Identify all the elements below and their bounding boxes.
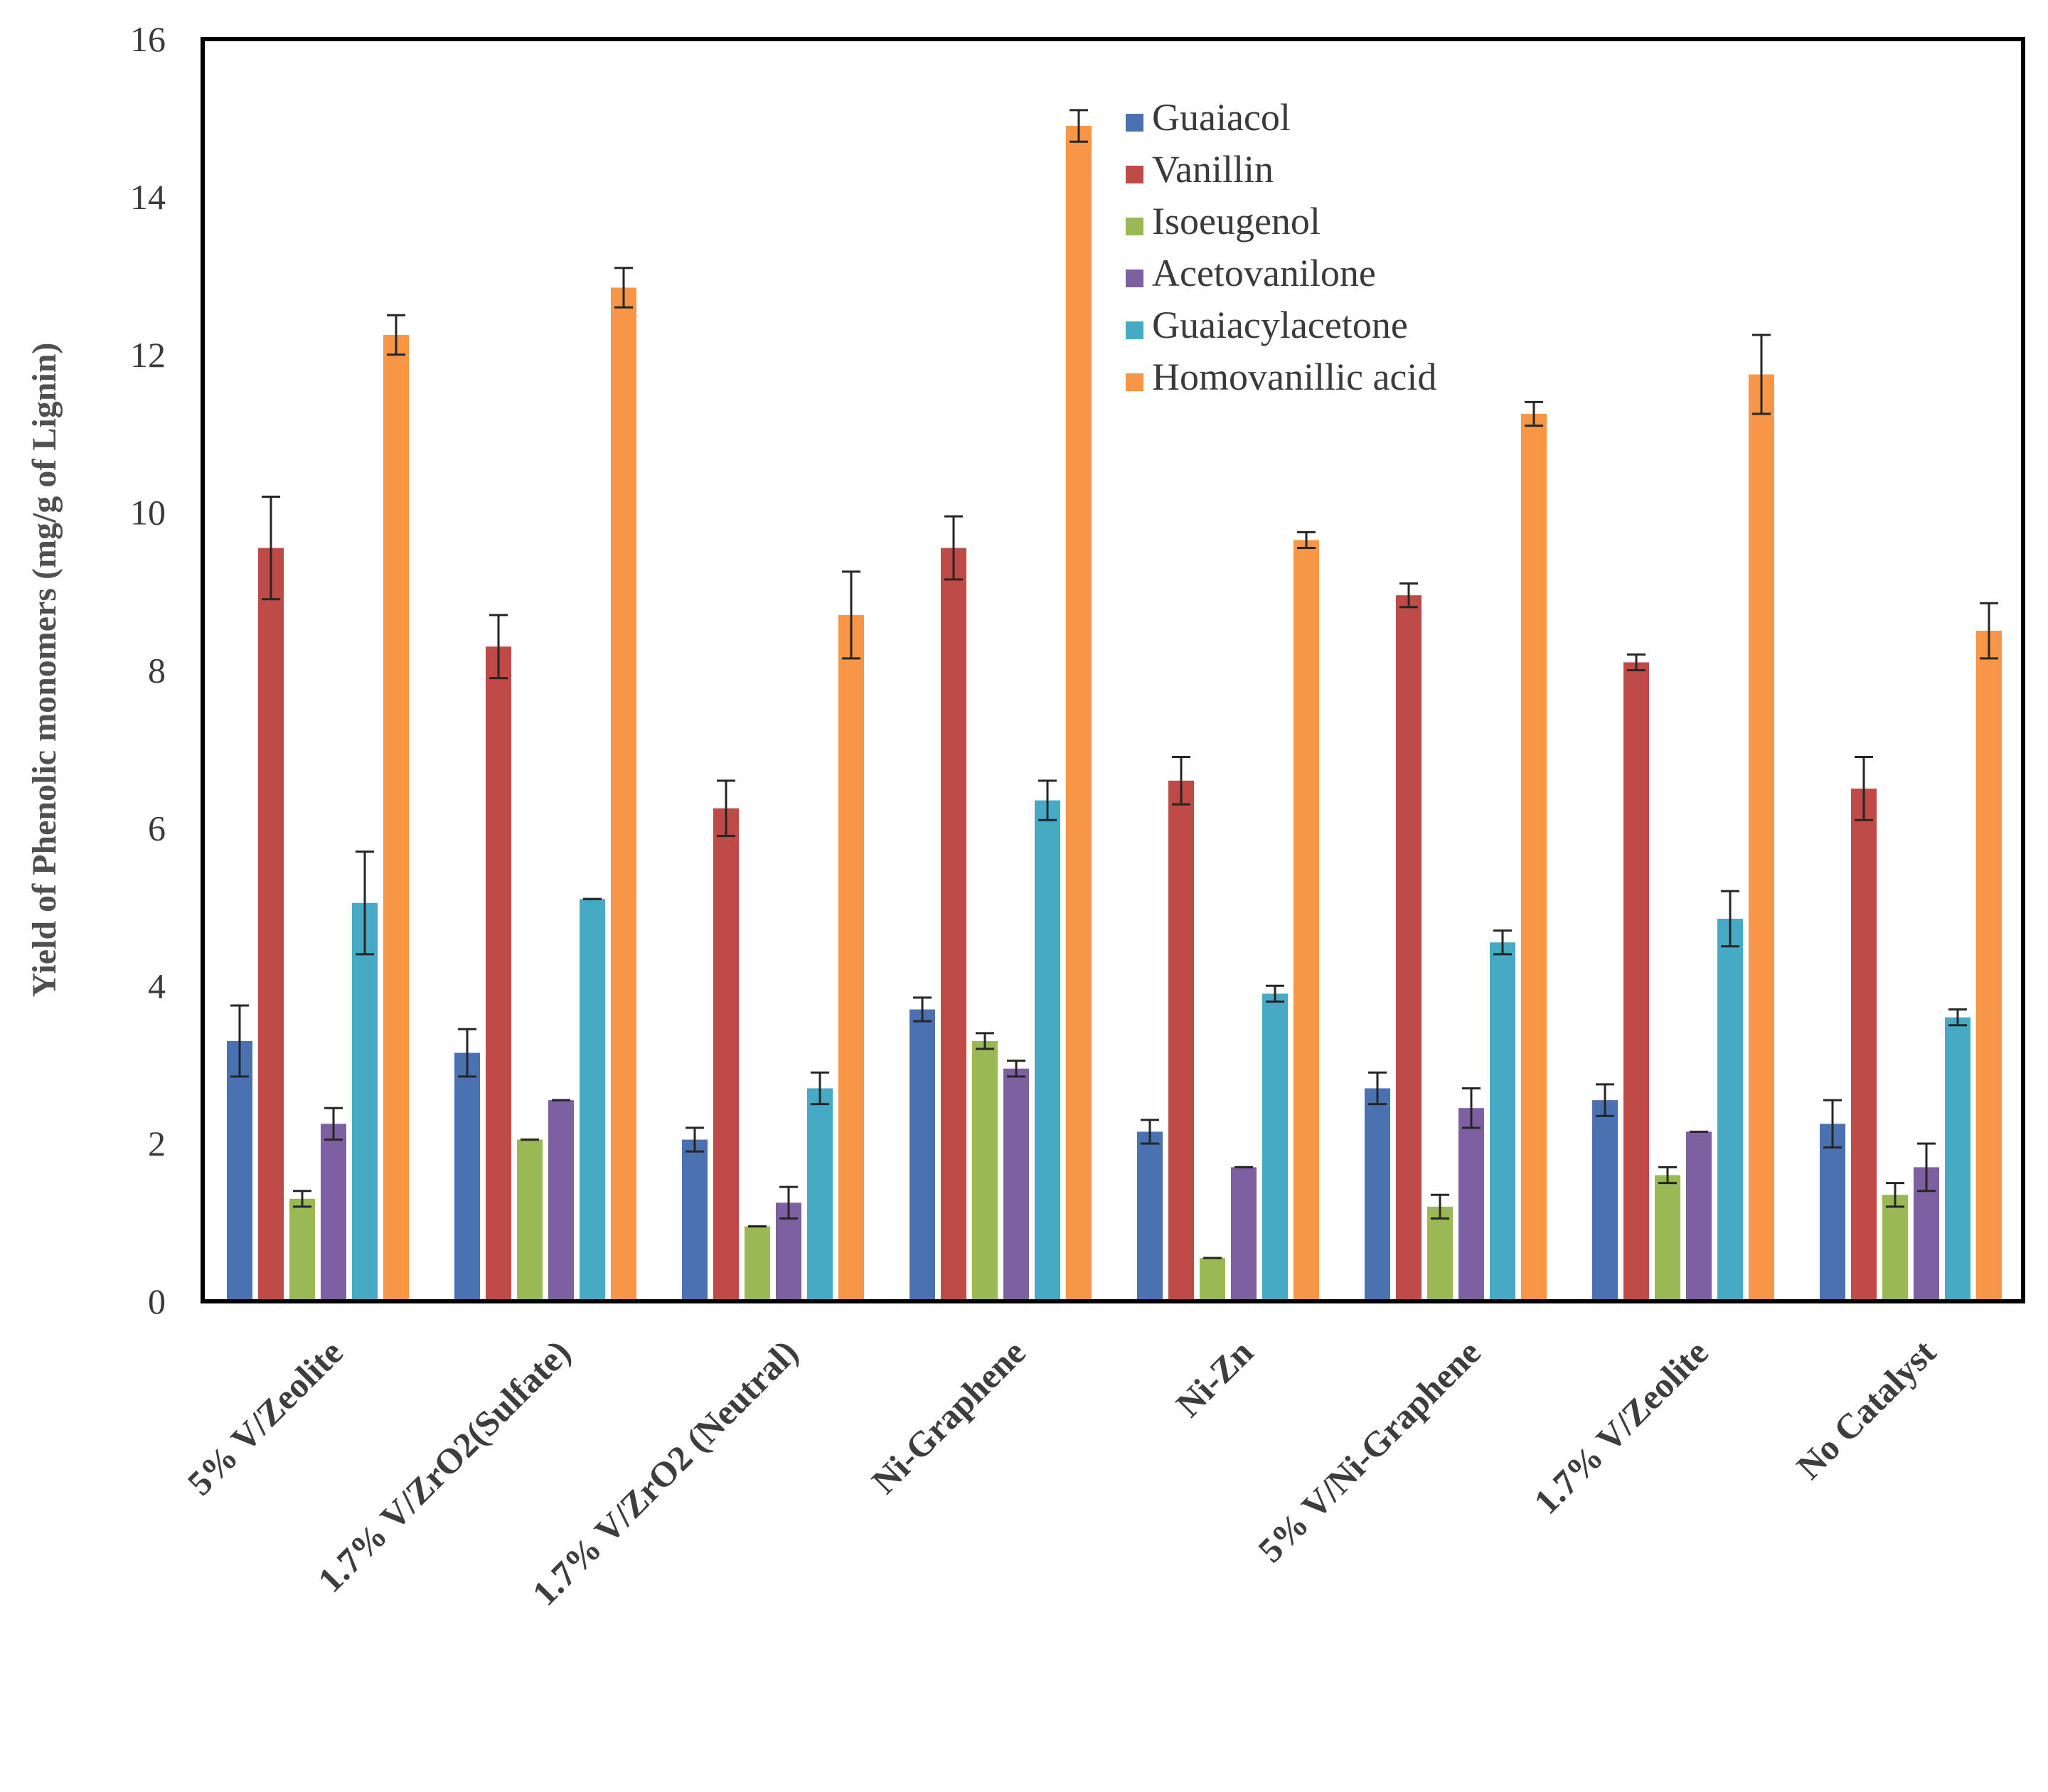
bar-isoeugenol	[745, 1226, 770, 1301]
bar-guaiacol	[227, 1040, 252, 1301]
bar-acetovanilone	[1686, 1131, 1712, 1301]
legend-swatch	[1126, 114, 1143, 132]
legend-label: Guaiacylacetone	[1152, 304, 1408, 346]
bar-guaiacol	[1592, 1100, 1618, 1301]
bar-guaiacylacetone	[1262, 993, 1288, 1301]
plot-area-frame	[201, 37, 2025, 1303]
bar-isoeugenol	[289, 1198, 315, 1301]
error-bars-layer	[230, 109, 1998, 1259]
y-tick-label: 10	[130, 493, 166, 533]
bar-homovanillic-acid	[1976, 631, 2002, 1301]
bar-acetovanilone	[1003, 1068, 1029, 1301]
bar-guaiacol	[1820, 1124, 1845, 1301]
y-tick-label: 16	[130, 19, 166, 59]
bar-guaiacylacetone	[1945, 1017, 1970, 1301]
bar-homovanillic-acid	[838, 614, 864, 1301]
bar-acetovanilone	[1231, 1167, 1257, 1301]
y-tick-label: 0	[148, 1281, 166, 1321]
bar-guaiacylacetone	[1035, 800, 1060, 1301]
bar-guaiacylacetone	[1717, 918, 1743, 1301]
legend-label: Acetovanilone	[1152, 252, 1376, 294]
bar-isoeugenol	[1882, 1195, 1908, 1301]
y-tick-label: 8	[148, 651, 166, 690]
bar-guaiacol	[1137, 1131, 1163, 1301]
bar-homovanillic-acid	[1066, 126, 1092, 1301]
bar-guaiacol	[910, 1009, 935, 1301]
legend-swatch	[1126, 218, 1143, 235]
y-tick-label: 4	[148, 966, 166, 1006]
y-tick-label: 14	[130, 177, 166, 217]
bar-guaiacylacetone	[1490, 942, 1515, 1301]
bar-guaiacol	[682, 1139, 708, 1301]
bar-isoeugenol	[1200, 1257, 1225, 1301]
y-tick-label: 12	[130, 335, 166, 375]
bar-isoeugenol	[1427, 1206, 1453, 1301]
bar-isoeugenol	[1655, 1175, 1680, 1301]
bar-isoeugenol	[972, 1040, 998, 1301]
legend-swatch	[1126, 321, 1143, 339]
bar-guaiacylacetone	[807, 1088, 833, 1301]
bar-vanillin	[941, 548, 966, 1301]
legend-label: Guaiacol	[1152, 96, 1291, 139]
bar-vanillin	[713, 808, 739, 1301]
legend: Guaiacol Vanillin Isoeugenol Acetovanilone G…	[1126, 96, 1436, 398]
bar-guaiacol	[1365, 1088, 1390, 1301]
y-axis-label: Yield of Phenolic monomers (mg/g of Lign…	[26, 343, 63, 998]
legend-swatch	[1126, 166, 1143, 183]
y-axis-ticks: 0 2 4 6 8 10 12 14 16	[130, 19, 166, 1321]
legend-label: Homovanillic acid	[1152, 356, 1436, 398]
bar-vanillin	[1168, 780, 1194, 1301]
bar-vanillin	[1396, 595, 1422, 1301]
bar-vanillin	[486, 646, 511, 1301]
bar-acetovanilone	[548, 1100, 574, 1301]
bar-homovanillic-acid	[1521, 413, 1547, 1301]
bar-guaiacylacetone	[352, 902, 378, 1301]
bar-guaiacol	[454, 1052, 480, 1301]
y-tick-label: 2	[148, 1124, 166, 1163]
bar-vanillin	[1851, 788, 1877, 1301]
bar-isoeugenol	[517, 1139, 543, 1301]
bar-acetovanilone	[1458, 1108, 1484, 1301]
bar-acetovanilone	[321, 1124, 346, 1301]
bar-homovanillic-acid	[1294, 540, 1319, 1301]
legend-swatch	[1126, 373, 1143, 391]
legend-label: Vanillin	[1152, 148, 1274, 191]
legend-label: Isoeugenol	[1152, 200, 1321, 242]
legend-swatch	[1126, 270, 1143, 287]
y-tick-label: 6	[148, 808, 166, 848]
bar-vanillin	[1623, 662, 1649, 1301]
bars-layer	[227, 126, 2002, 1301]
bar-guaiacylacetone	[580, 899, 605, 1301]
bar-homovanillic-acid	[1749, 374, 1774, 1301]
bar-vanillin	[258, 548, 284, 1301]
bar-homovanillic-acid	[611, 287, 636, 1301]
bar-homovanillic-acid	[383, 335, 409, 1301]
